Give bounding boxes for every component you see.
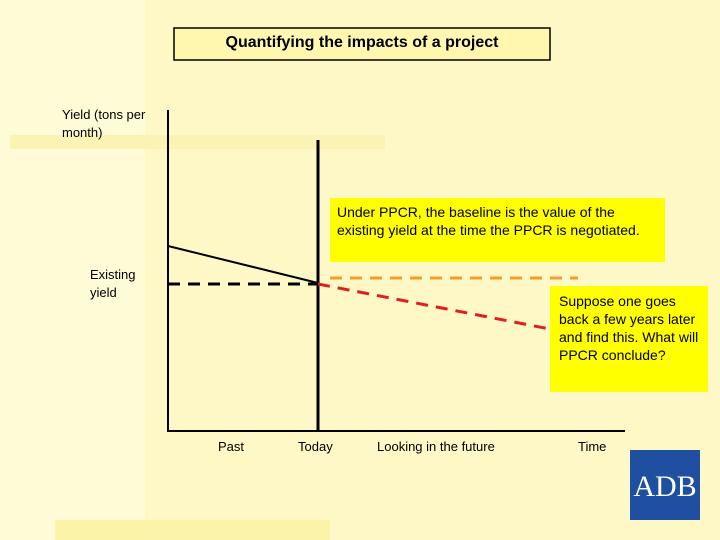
annotation: Suppose one goes back a few years later … <box>559 293 699 363</box>
annotation-box <box>550 286 708 392</box>
bg-stripe <box>10 135 385 149</box>
past-yield-line <box>167 245 319 284</box>
title-box <box>173 27 551 61</box>
x-label: Past <box>218 439 245 454</box>
bg-stripe <box>55 520 330 540</box>
y-axis-label: Yield (tons per month) <box>62 107 146 140</box>
logo: ADB <box>633 470 697 503</box>
x-label: Today <box>298 439 333 454</box>
x-label: Time <box>578 439 607 454</box>
annotation: Under PPCR, the baseline is the value of… <box>337 204 640 238</box>
bg-stripe <box>0 0 145 540</box>
title: Quantifying the impacts of a project <box>225 34 499 51</box>
x-label: Looking in the future <box>377 439 495 454</box>
future-yield-dash <box>317 282 556 332</box>
existing-label: Existing yield <box>90 267 136 300</box>
annotation-box <box>330 198 665 262</box>
logo-box <box>630 450 700 520</box>
